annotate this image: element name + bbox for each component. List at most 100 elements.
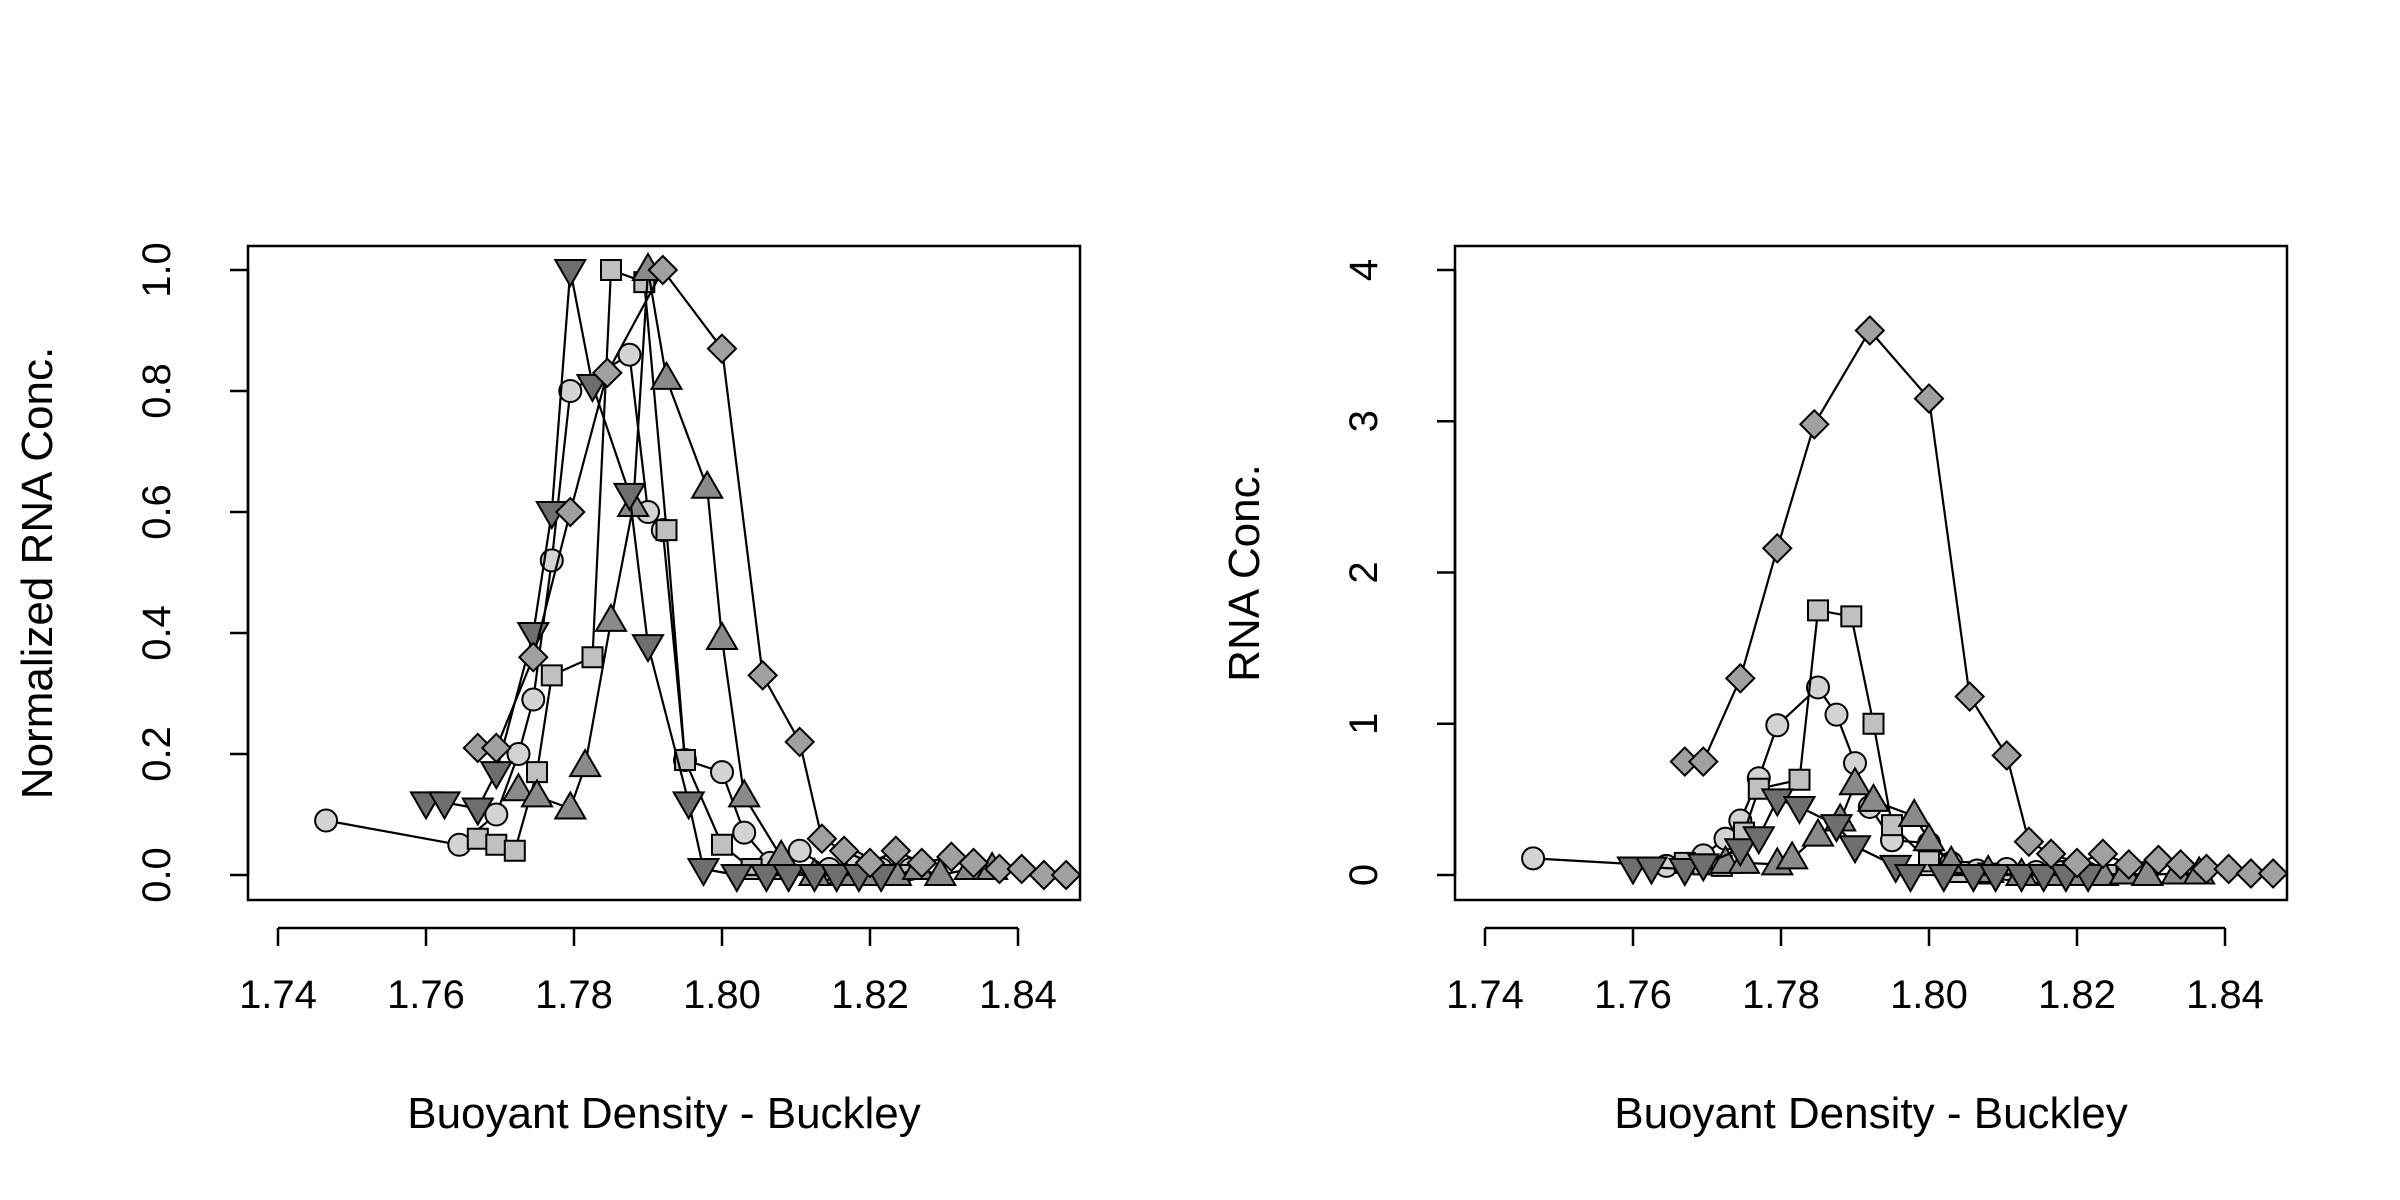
data-point-diamond: [784, 726, 816, 758]
data-point-square: [1881, 814, 1903, 837]
data-point-triangle-up: [520, 778, 554, 808]
data-point-diamond: [647, 254, 679, 286]
y-tick-label: 3: [1342, 410, 1386, 432]
data-point-triangle-up: [1856, 782, 1891, 812]
data-point-circle: [558, 379, 583, 403]
data-point-diamond: [2235, 858, 2267, 889]
data-point-triangle-down: [1927, 864, 1961, 894]
data-point-triangle-down: [819, 864, 854, 894]
data-point-circle: [732, 820, 757, 845]
data-point-diamond: [2061, 847, 2093, 879]
data-point-triangle-down: [1634, 856, 1669, 886]
data-point-diamond: [958, 847, 990, 879]
data-point-circle: [710, 760, 734, 785]
data-point-diamond: [1687, 746, 1719, 777]
x-tick-label: 1.78: [535, 973, 613, 1017]
y-axis: 0.0 0.2 0.4 0.6 0.8 1.0: [135, 242, 250, 903]
data-point-diamond: [1761, 532, 1793, 564]
y-tick-label: 4: [1342, 259, 1386, 281]
y-tick-label: 0: [1342, 864, 1386, 886]
y-tick-label: 2: [1342, 561, 1386, 583]
series-layer: [1521, 315, 2289, 894]
data-point-square: [485, 833, 508, 856]
data-point-triangle-down: [671, 791, 706, 821]
x-axis: 1.74 1.76 1.78 1.80 1.82 1.84: [239, 926, 1057, 1017]
data-point-triangle-down: [2004, 864, 2039, 894]
x-axis: 1.74 1.76 1.78 1.80 1.82 1.84: [1446, 926, 2264, 1017]
data-point-triangle-up: [568, 748, 602, 778]
data-point-diamond: [828, 835, 860, 867]
data-point-circle: [617, 342, 642, 367]
data-point-diamond: [806, 823, 838, 855]
data-point-diamond: [517, 641, 549, 673]
chart-panel-normalized: 1.74 1.76 1.78 1.80 1.82 1.84 0.0 0.2 0.4 0.6 0.8…: [13, 242, 1082, 1138]
data-point-diamond: [2087, 838, 2119, 870]
data-point-triangle-up: [727, 778, 761, 808]
data-point-triangle-down: [612, 482, 647, 512]
data-point-triangle-up: [1775, 840, 1809, 870]
data-point-diamond: [1991, 740, 2023, 771]
series-diamond: [462, 254, 1082, 891]
series-triangle-down: [409, 259, 898, 894]
plot-frame: [246, 244, 1082, 902]
data-point-square: [711, 833, 733, 856]
data-point-triangle-up: [2130, 856, 2165, 886]
data-point-triangle-down: [1838, 835, 1872, 865]
data-point-diamond: [706, 333, 738, 365]
x-tick-label: 1.84: [2186, 973, 2264, 1017]
series-line: [477, 267, 1067, 877]
data-point-square: [1807, 599, 1829, 622]
x-tick-label: 1.82: [2038, 973, 2116, 1017]
y-tick-label: 0.2: [135, 726, 179, 782]
data-point-square: [526, 761, 548, 784]
data-point-square: [1788, 768, 1811, 791]
data-point-triangle-down: [553, 259, 588, 289]
data-point-triangle-up: [923, 856, 958, 886]
x-tick-label: 1.74: [1446, 973, 1524, 1017]
y-axis: 0 1 2 3 4: [1342, 259, 1457, 886]
data-point-triangle-down: [1723, 838, 1758, 868]
y-tick-label: 0.8: [135, 363, 179, 419]
data-point-triangle-down: [1686, 853, 1721, 883]
data-point-triangle-down: [1668, 857, 1702, 887]
data-point-triangle-up: [1912, 822, 1946, 852]
series-diamond: [1669, 315, 2289, 889]
data-point-triangle-up: [553, 790, 588, 820]
data-point-diamond: [906, 847, 938, 879]
data-point-diamond: [480, 732, 512, 764]
y-tick-label: 1.0: [135, 242, 179, 298]
x-tick-label: 1.84: [979, 973, 1057, 1017]
x-tick-label: 1.80: [1890, 973, 1968, 1017]
data-point-square: [655, 519, 678, 542]
y-tick-label: 0.0: [135, 847, 179, 903]
y-tick-label: 0.4: [135, 605, 179, 661]
x-tick-label: 1.76: [387, 973, 465, 1017]
data-point-triangle-down: [771, 864, 806, 894]
data-point-circle: [1824, 702, 1849, 727]
data-point-triangle-down: [749, 864, 784, 894]
data-point-diamond: [2165, 848, 2197, 880]
data-point-triangle-down: [631, 634, 665, 664]
data-point-triangle-down: [461, 797, 495, 827]
data-point-diamond: [2257, 858, 2289, 889]
x-tick-label: 1.82: [831, 973, 909, 1017]
y-axis-label: Normalized RNA Conc.: [13, 347, 62, 799]
y-tick-label: 1: [1342, 713, 1386, 735]
series-triangle-up: [501, 251, 1009, 886]
data-point-triangle-down: [1819, 814, 1854, 844]
data-point-diamond: [747, 659, 779, 691]
data-point-triangle-up: [690, 469, 724, 499]
y-axis-label: RNA Conc.: [1220, 464, 1269, 682]
data-point-circle: [506, 742, 531, 766]
data-point-triangle-up: [705, 621, 739, 651]
data-point-diamond: [2213, 853, 2245, 885]
x-tick-label: 1.80: [683, 973, 761, 1017]
data-point-triangle-down: [1893, 864, 1928, 894]
data-point-diamond: [2013, 826, 2045, 858]
data-point-square: [503, 839, 526, 862]
x-axis-label: Buoyant Density - Buckley: [1614, 1089, 2128, 1138]
data-point-square: [540, 664, 563, 687]
data-point-circle: [314, 808, 339, 833]
data-point-triangle-down: [1956, 864, 1991, 894]
